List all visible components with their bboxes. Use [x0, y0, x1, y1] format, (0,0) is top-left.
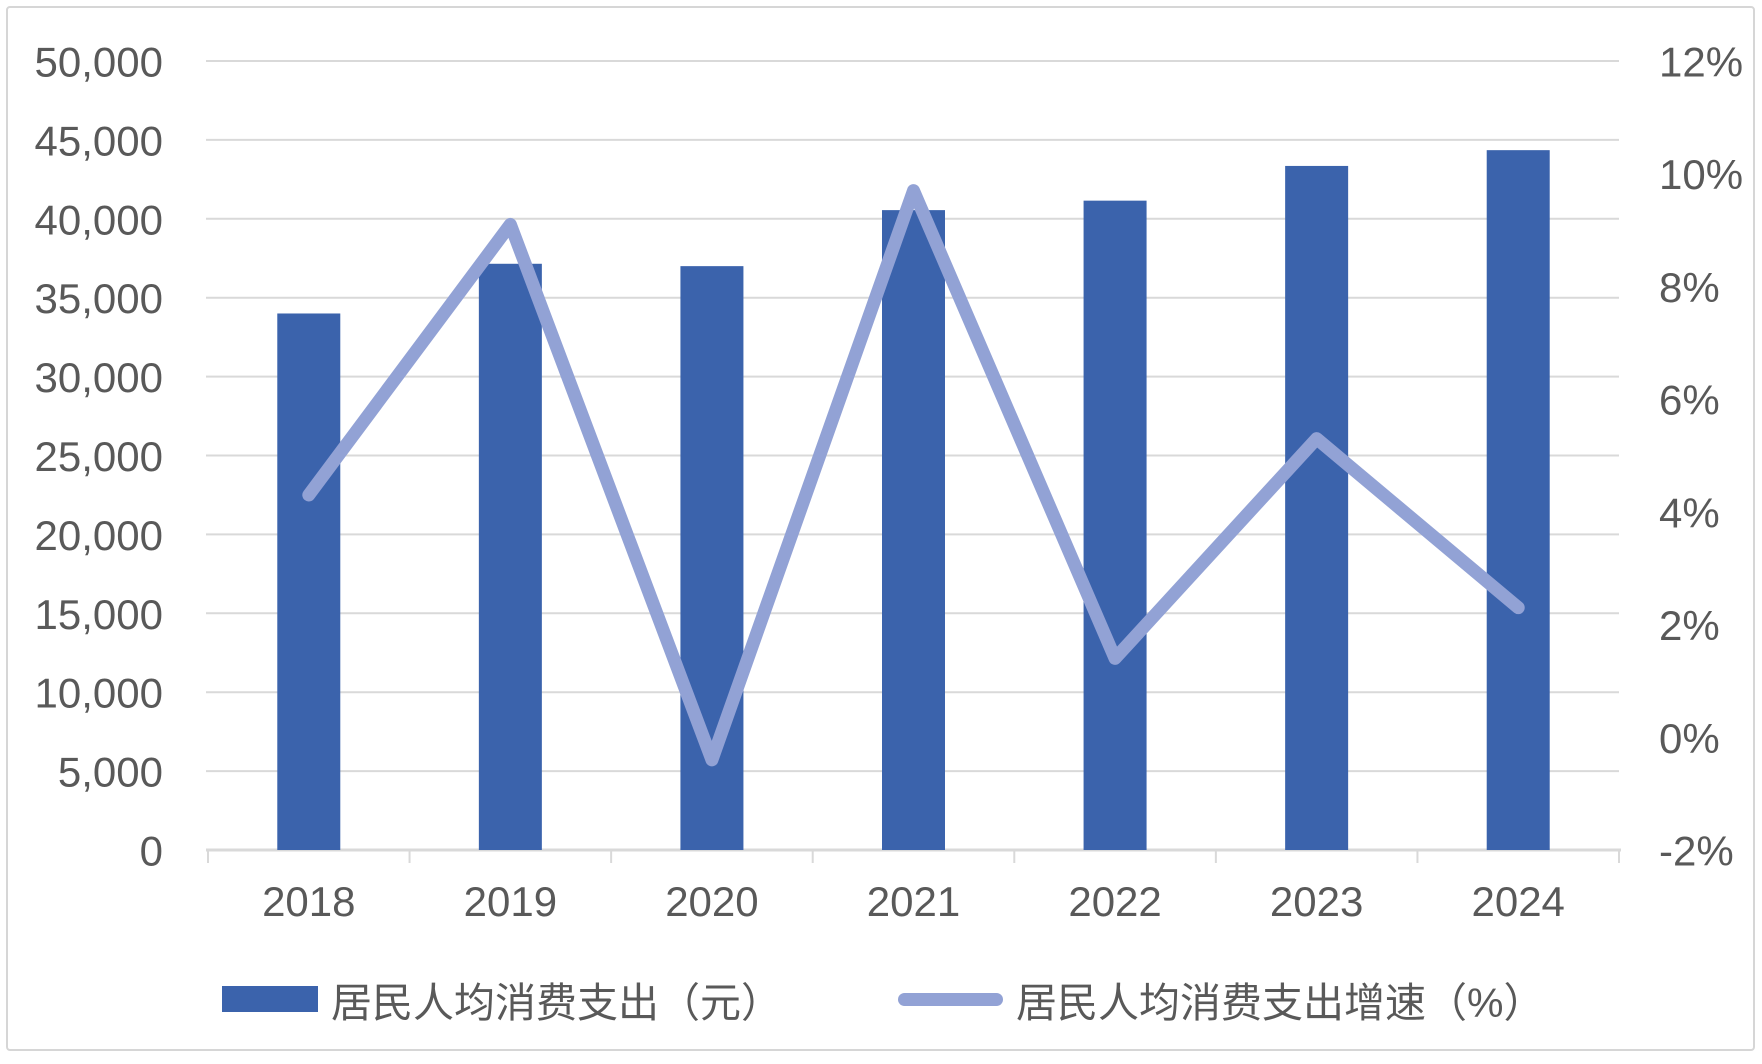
svg-text:2021: 2021	[867, 878, 960, 925]
svg-text:-2%: -2%	[1659, 828, 1734, 875]
svg-text:15,000: 15,000	[35, 591, 163, 638]
svg-text:2022: 2022	[1068, 878, 1161, 925]
svg-text:10,000: 10,000	[35, 670, 163, 717]
svg-text:35,000: 35,000	[35, 275, 163, 322]
svg-text:2%: 2%	[1659, 602, 1720, 649]
line-series-swatch-icon	[898, 992, 1003, 1006]
svg-text:2018: 2018	[262, 878, 355, 925]
bar-series-legend-label: 居民人均消费支出（元）	[331, 980, 782, 1026]
legend-item-bar-series: 居民人均消费支出（元）	[222, 970, 782, 1028]
svg-text:2024: 2024	[1471, 878, 1564, 925]
chart-legend: 居民人均消费支出（元） 居民人均消费支出增速（%）	[0, 970, 1762, 1028]
svg-text:20,000: 20,000	[35, 512, 163, 559]
svg-text:30,000: 30,000	[35, 354, 163, 401]
svg-text:25,000: 25,000	[35, 433, 163, 480]
svg-text:0%: 0%	[1659, 715, 1720, 762]
legend-item-line-series: 居民人均消费支出增速（%）	[898, 970, 1544, 1028]
svg-text:2023: 2023	[1270, 878, 1363, 925]
svg-text:50,000: 50,000	[35, 39, 163, 86]
svg-text:10%: 10%	[1659, 151, 1743, 198]
svg-text:0: 0	[140, 828, 163, 875]
svg-text:4%: 4%	[1659, 489, 1720, 536]
svg-text:8%: 8%	[1659, 264, 1720, 311]
svg-text:6%: 6%	[1659, 377, 1720, 424]
bar-series-swatch-icon	[222, 986, 318, 1012]
svg-text:5,000: 5,000	[58, 749, 163, 796]
line-series-legend-label: 居民人均消费支出增速（%）	[1016, 980, 1545, 1026]
svg-text:45,000: 45,000	[35, 117, 163, 164]
svg-text:2020: 2020	[665, 878, 758, 925]
svg-text:2019: 2019	[464, 878, 557, 925]
svg-text:40,000: 40,000	[35, 196, 163, 243]
svg-text:12%: 12%	[1659, 39, 1743, 86]
